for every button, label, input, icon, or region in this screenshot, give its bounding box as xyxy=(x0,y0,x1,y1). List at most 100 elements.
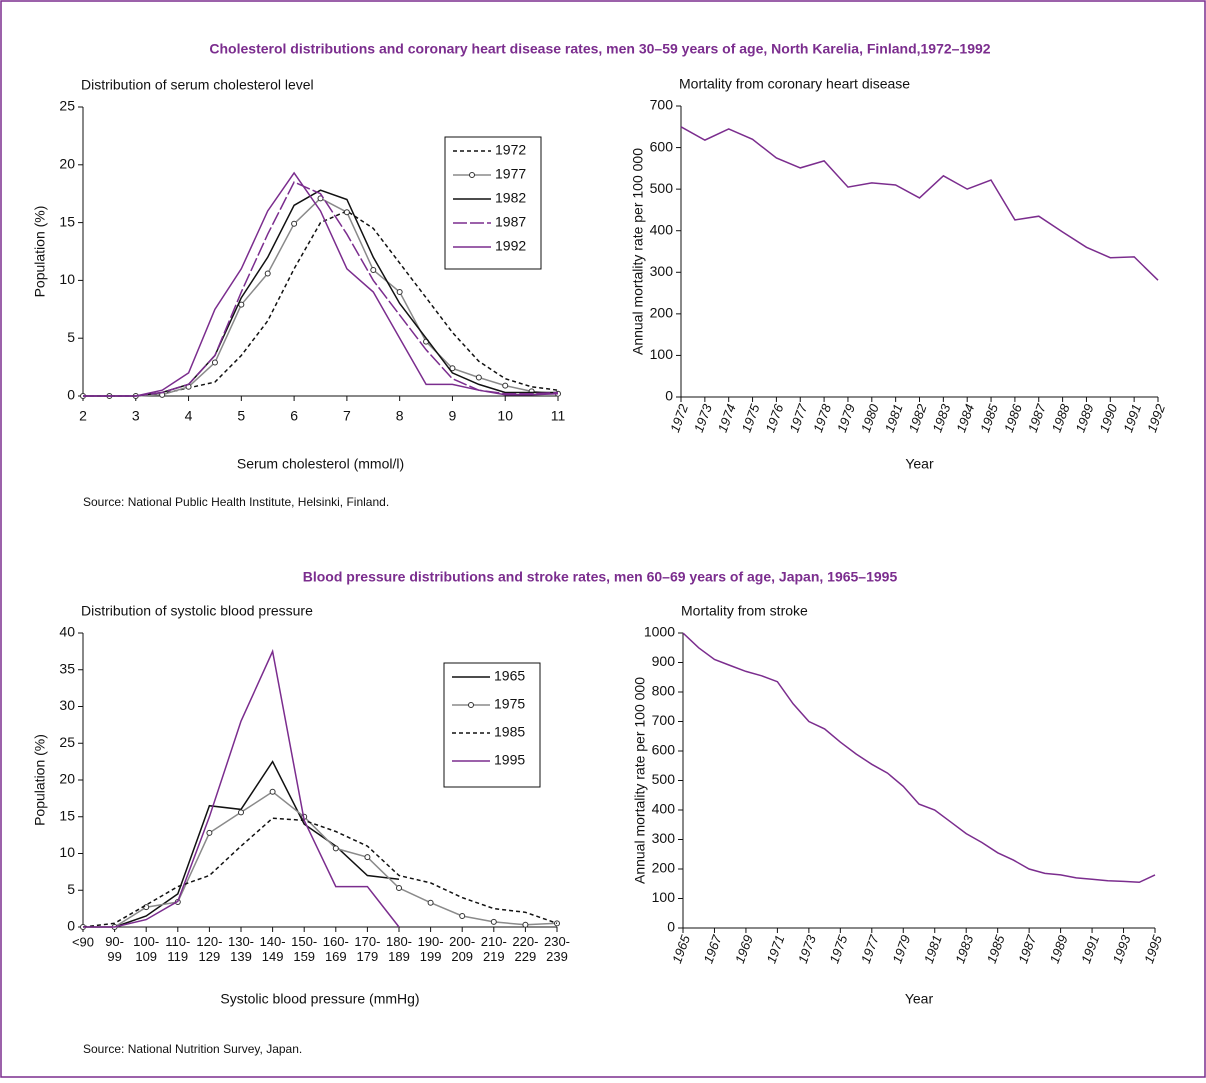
line-series xyxy=(680,126,1159,281)
source-note: Source: National Public Health Institute… xyxy=(83,495,389,509)
x-tick-label: 5 xyxy=(237,408,245,424)
x-tick-label: 100-109 xyxy=(133,934,159,964)
x-tick-label: 9 xyxy=(449,408,457,424)
y-tick-label: 500 xyxy=(650,180,674,196)
y-tick-label: 15 xyxy=(59,213,75,229)
y-tick-label: 200 xyxy=(652,860,676,876)
y-tick-label: 100 xyxy=(652,889,676,905)
legend-label: 1975 xyxy=(494,696,525,712)
section-title: Blood pressure distributions and stroke … xyxy=(303,569,898,585)
marker xyxy=(522,921,529,928)
x-tick-label: 130-139 xyxy=(228,934,254,964)
x-tick-label: 210-219 xyxy=(481,934,507,964)
legend-label: 1965 xyxy=(494,668,525,684)
chart-title: Distribution of systolic blood pressure xyxy=(81,603,313,619)
legend-label: 1977 xyxy=(495,166,526,182)
y-tick-label: 100 xyxy=(650,346,674,362)
x-axis-label: Year xyxy=(905,991,934,1007)
x-tick-label: 150-159 xyxy=(291,934,317,964)
y-tick-label: 5 xyxy=(67,329,75,345)
y-tick-label: 0 xyxy=(665,388,673,404)
marker xyxy=(396,288,403,295)
legend-box xyxy=(443,662,541,788)
marker xyxy=(291,220,298,227)
marker xyxy=(269,788,276,795)
x-tick-label: 7 xyxy=(343,408,351,424)
y-axis-label: Annual mortality rate per 100 000 xyxy=(630,148,646,355)
y-tick-label: 300 xyxy=(650,263,674,279)
x-tick-label: 8 xyxy=(396,408,404,424)
y-axis-label: Population (%) xyxy=(32,734,48,826)
y-tick-label: 0 xyxy=(67,387,75,403)
marker xyxy=(238,809,244,816)
y-tick-label: 900 xyxy=(652,653,676,669)
marker xyxy=(370,266,377,273)
y-tick-label: 800 xyxy=(652,683,676,699)
x-tick-label: 11 xyxy=(551,408,566,424)
legend-label: 1985 xyxy=(494,724,525,740)
y-tick-label: 0 xyxy=(667,919,675,935)
y-tick-label: 600 xyxy=(652,742,676,758)
marker xyxy=(264,270,271,277)
marker xyxy=(554,920,560,927)
x-tick-label: <90 xyxy=(72,934,94,949)
marker xyxy=(211,359,218,366)
y-tick-label: 700 xyxy=(650,97,674,113)
marker xyxy=(343,209,350,216)
y-tick-label: 700 xyxy=(652,712,676,728)
y-tick-label: 400 xyxy=(650,221,674,237)
x-tick-label: 230-239 xyxy=(544,934,570,964)
x-tick-label: 10 xyxy=(497,408,513,424)
marker xyxy=(459,912,466,919)
y-tick-label: 15 xyxy=(59,807,75,823)
marker xyxy=(206,829,213,836)
y-tick-label: 500 xyxy=(652,771,676,787)
marker xyxy=(490,918,497,925)
y-tick-label: 35 xyxy=(59,660,75,676)
x-tick-label: 4 xyxy=(185,408,193,424)
marker xyxy=(449,365,456,372)
x-axis-label: Serum cholesterol (mmol/l) xyxy=(237,456,404,472)
legend-box xyxy=(444,136,542,270)
line-series xyxy=(83,790,558,928)
y-tick-label: 10 xyxy=(59,271,75,287)
x-tick-label: 6 xyxy=(290,408,298,424)
y-tick-label: 20 xyxy=(59,771,75,787)
legend-label: 1987 xyxy=(495,214,526,230)
legend-marker xyxy=(468,702,474,708)
y-tick-label: 300 xyxy=(652,830,676,846)
section-title: Cholesterol distributions and coronary h… xyxy=(209,41,990,57)
line-series xyxy=(682,632,1156,884)
x-tick-label: 200-209 xyxy=(449,934,475,964)
legend-label: 1972 xyxy=(495,142,526,158)
marker xyxy=(396,885,402,892)
chart-title: Mortality from coronary heart disease xyxy=(679,76,910,92)
marker xyxy=(332,845,339,852)
x-tick-label: 160-169 xyxy=(323,934,349,964)
chart-title: Distribution of serum cholesterol level xyxy=(81,77,314,93)
line-series xyxy=(83,648,400,928)
chart-title: Mortality from stroke xyxy=(681,603,808,619)
y-tick-label: 10 xyxy=(59,844,75,860)
x-tick-label: 3 xyxy=(132,408,140,424)
y-tick-label: 200 xyxy=(650,305,674,321)
marker xyxy=(427,899,434,906)
x-tick-label: 180-189 xyxy=(386,934,412,964)
y-tick-label: 25 xyxy=(59,98,75,114)
x-tick-label: 90-99 xyxy=(105,934,124,964)
marker xyxy=(475,374,482,381)
legend-label: 1982 xyxy=(495,190,526,206)
y-tick-label: 600 xyxy=(650,138,674,154)
line-series xyxy=(83,171,559,397)
y-tick-label: 400 xyxy=(652,801,676,817)
x-tick-label: 140-149 xyxy=(260,934,286,964)
legend-label: 1992 xyxy=(495,238,526,254)
y-axis-label: Annual mortality rate per 100 000 xyxy=(632,677,648,884)
y-tick-label: 40 xyxy=(59,624,75,640)
x-axis-label: Year xyxy=(905,456,934,472)
marker xyxy=(364,854,371,861)
y-tick-label: 30 xyxy=(59,697,75,713)
marker xyxy=(502,382,509,389)
x-tick-label: 2 xyxy=(79,408,87,424)
